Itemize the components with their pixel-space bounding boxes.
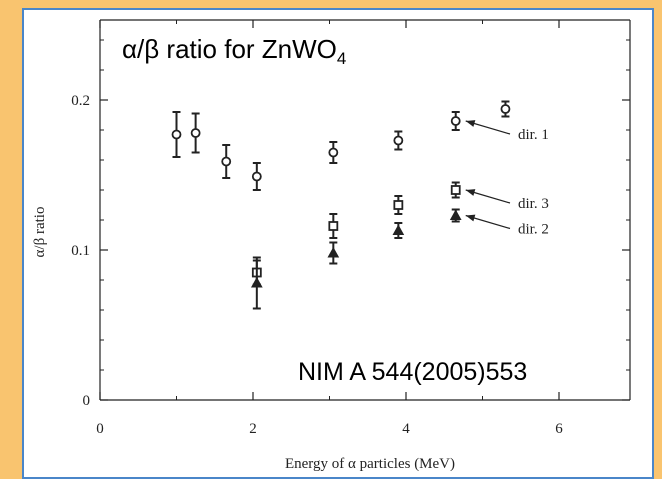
chart-title-main: α/β ratio for ZnWO: [122, 34, 337, 64]
annotation-arrow-head: [465, 189, 476, 196]
y-axis-label: α/β ratio: [32, 207, 48, 258]
x-tick-label: 6: [555, 421, 563, 437]
square-marker: [450, 185, 461, 195]
chart-title: α/β ratio for ZnWO4: [122, 34, 346, 68]
circle-marker: [328, 147, 339, 158]
y-tick-label: 0: [83, 393, 91, 409]
x-tick-label: 2: [249, 421, 257, 437]
y-tick-label: 0.1: [71, 243, 90, 259]
triangle-marker: [449, 209, 462, 220]
annotation-arrow-head: [465, 214, 476, 222]
circle-marker: [450, 116, 461, 126]
reference-label: NIM A 544(2005)553: [298, 358, 527, 386]
square-marker: [393, 200, 404, 210]
x-tick-label: 4: [402, 421, 410, 437]
annotation-arrow-head: [465, 120, 476, 127]
triangle-marker: [392, 224, 405, 235]
data-points: [171, 100, 511, 310]
annotation-label: dir. 1: [518, 127, 549, 143]
annotations: dir. 1 dir. 3 dir. 2: [465, 120, 549, 238]
y-tick-label: 0.2: [71, 93, 90, 109]
triangle-marker: [250, 276, 263, 288]
circle-marker: [221, 156, 232, 167]
annotation-label: dir. 3: [518, 196, 549, 212]
axes: [99, 19, 631, 401]
circle-marker: [171, 129, 182, 140]
annotation-label: dir. 2: [518, 222, 549, 238]
chart-title-subscript: 4: [337, 49, 346, 68]
triangle-marker: [327, 246, 340, 258]
circle-marker: [190, 128, 201, 138]
circle-marker: [393, 135, 404, 146]
ticks: 0 2 4 6 0 0.1 0.2: [71, 20, 630, 437]
square-marker: [328, 221, 339, 231]
circle-marker: [500, 104, 511, 114]
circle-marker: [251, 171, 262, 182]
x-axis-label: Energy of α particles (MeV): [285, 456, 455, 472]
x-tick-label: 0: [96, 421, 104, 437]
